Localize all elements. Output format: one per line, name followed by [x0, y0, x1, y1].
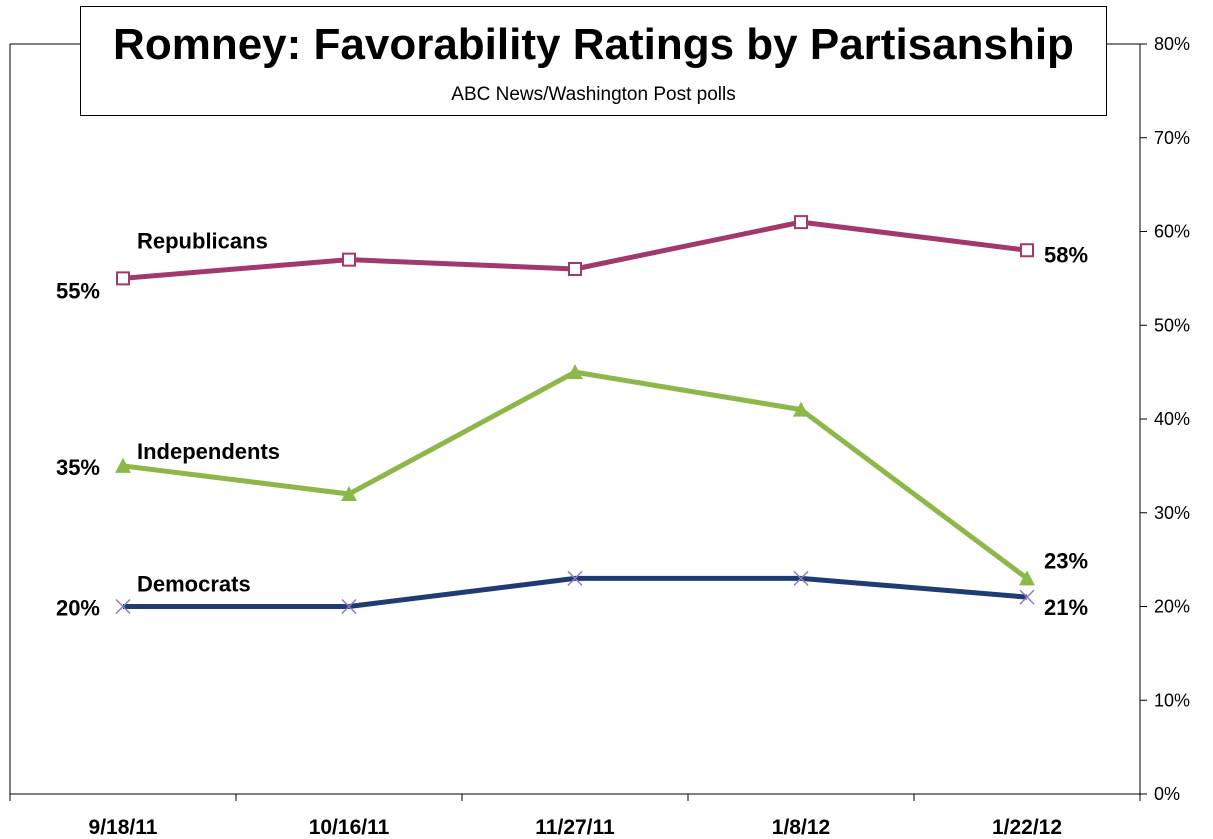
data-point [793, 570, 809, 586]
y-tick-label: 30% [1154, 503, 1190, 523]
data-point [567, 364, 583, 380]
series-independents [115, 364, 1035, 586]
data-point-stroke [567, 570, 583, 586]
y-tick-label: 80% [1154, 34, 1190, 54]
x-tick-label: 1/22/12 [992, 816, 1062, 839]
data-point [115, 598, 131, 615]
y-tick-label: 0% [1154, 784, 1180, 804]
series-line [122, 369, 1029, 581]
data-point [115, 457, 131, 473]
series-name-label: Republicans [137, 228, 268, 253]
end-value-label: 21% [1044, 595, 1088, 620]
x-tick-label: 9/18/11 [89, 816, 158, 839]
data-point [1019, 589, 1035, 605]
data-point-stroke [341, 598, 357, 615]
chart-title: Romney: Favorability Ratings by Partisan… [113, 20, 1074, 69]
series-line [123, 575, 1028, 609]
y-tick-label: 40% [1154, 409, 1190, 429]
end-value-label: 58% [1044, 242, 1088, 267]
y-tick-label: 50% [1154, 315, 1190, 335]
data-point [1020, 243, 1034, 258]
y-tick-label: 20% [1154, 597, 1190, 617]
data-point [1019, 570, 1035, 586]
series-name-label: Independents [137, 439, 280, 464]
x-tick-label: 11/27/11 [535, 816, 615, 839]
data-point [341, 598, 357, 615]
data-point-stroke [1019, 589, 1035, 605]
start-value-label: 35% [56, 455, 100, 480]
start-value-label: 55% [56, 278, 100, 303]
y-tick-label: 10% [1154, 690, 1190, 710]
x-tick-label: 1/8/12 [772, 816, 830, 839]
data-point [568, 262, 582, 276]
series-name-label: Democrats [137, 572, 251, 597]
series-democrats [115, 570, 1035, 615]
data-point [794, 215, 808, 230]
data-point-stroke [793, 570, 809, 586]
end-value-label: 23% [1044, 548, 1088, 573]
data-point-stroke [115, 598, 131, 615]
start-value-label: 20% [56, 596, 100, 621]
title-box: Romney: Favorability Ratings by Partisan… [80, 6, 1107, 116]
y-tick-label: 70% [1154, 128, 1190, 148]
data-point [342, 252, 356, 267]
data-point [116, 271, 130, 286]
data-point [341, 486, 357, 501]
data-point [567, 570, 583, 586]
data-point [793, 401, 809, 417]
x-tick-label: 10/16/11 [309, 816, 390, 839]
series-republicans [116, 215, 1034, 286]
chart-subtitle: ABC News/Washington Post polls [451, 84, 736, 105]
y-tick-label: 60% [1154, 222, 1190, 242]
